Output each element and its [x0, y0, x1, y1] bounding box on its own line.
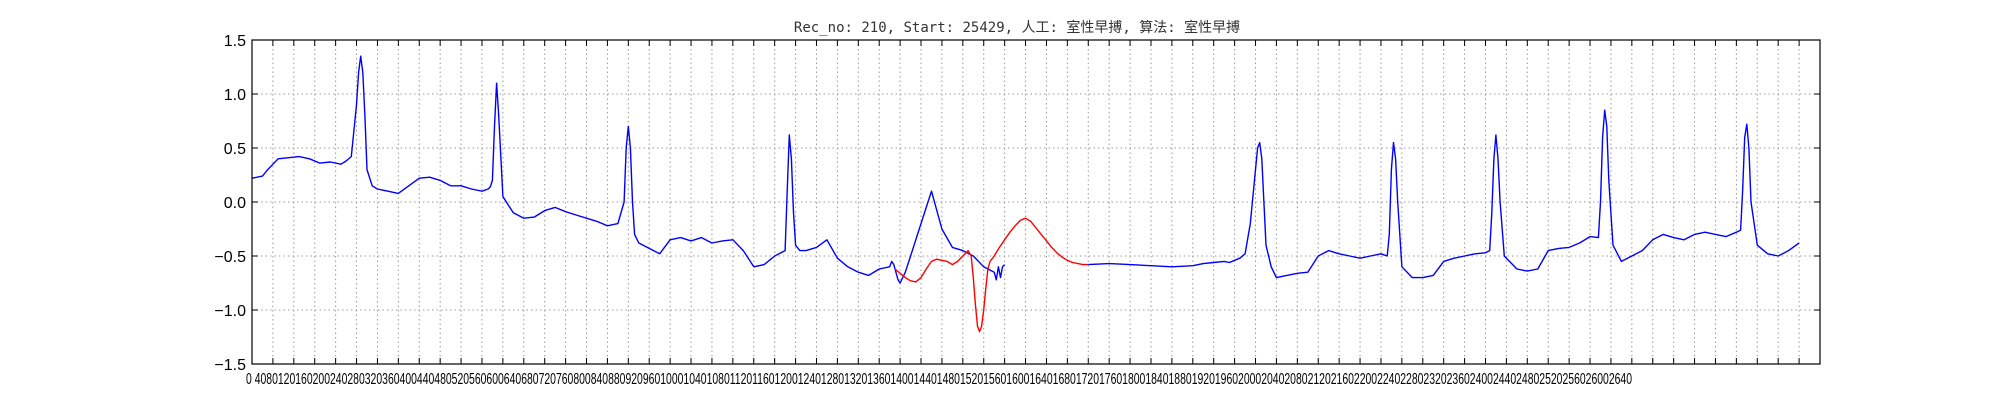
y-tick-label: 1.0	[224, 87, 246, 104]
y-tick-label: 0.5	[224, 141, 246, 158]
y-tick-label: 0.0	[224, 195, 246, 212]
ecg-trace	[1088, 109, 1800, 279]
grid-lines	[252, 40, 1820, 364]
y-tick-label: −0.5	[214, 249, 246, 266]
chart-title: Rec_no: 210, Start: 25429, 人工: 室性早搏, 算法:…	[794, 19, 1240, 36]
y-tick-label: 1.5	[224, 33, 246, 50]
ecg-trace	[251, 55, 1006, 284]
ecg-trace-highlight	[894, 217, 1089, 333]
y-tick-label: −1.5	[214, 357, 246, 374]
y-tick-label: −1.0	[214, 303, 246, 320]
axis-ticks	[251, 39, 1821, 365]
x-axis-tick-labels: 0 40801201602002402803203604004404805205…	[246, 371, 1632, 388]
y-axis-tick-labels: 1.5 1.0 0.5 0.0 −0.5 −1.0 −1.5	[214, 33, 246, 374]
ecg-traces	[251, 55, 1800, 333]
